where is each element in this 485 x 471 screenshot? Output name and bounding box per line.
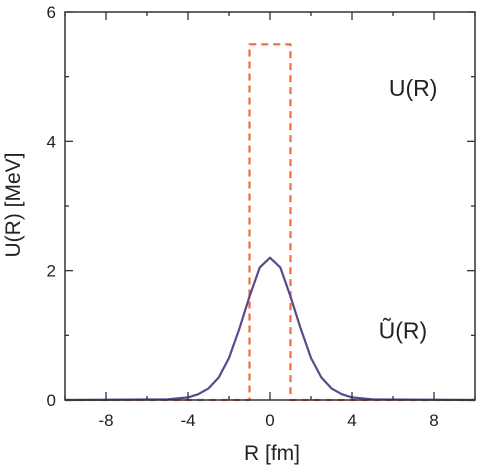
label-layer: R [fm] U(R) [MeV] (2, 153, 300, 466)
x-tick-label: -4 (180, 411, 195, 430)
x-tick-label: 4 (347, 411, 356, 430)
y-tick-label: 6 (47, 3, 56, 22)
y-tick-label: 4 (47, 132, 56, 151)
y-tick-label: 2 (47, 262, 56, 281)
series-layer (64, 43, 476, 402)
tick-layer: -8 -4 0 4 8 0 2 4 6 (47, 3, 476, 430)
annotation-U: U(R) (389, 75, 438, 101)
x-axis-label: R [fm] (244, 442, 300, 465)
y-tick-label: 0 (47, 391, 56, 410)
annotation-layer: U(R) Ũ(R) (379, 75, 438, 344)
annotation-U-tilde: Ũ(R) (379, 317, 428, 344)
x-tick-label: 0 (265, 411, 274, 430)
x-tick-label: 8 (429, 411, 438, 430)
y-axis-label: U(R) [MeV] (2, 153, 25, 258)
series-line-1 (64, 256, 476, 402)
x-tick-label: -8 (98, 411, 113, 430)
